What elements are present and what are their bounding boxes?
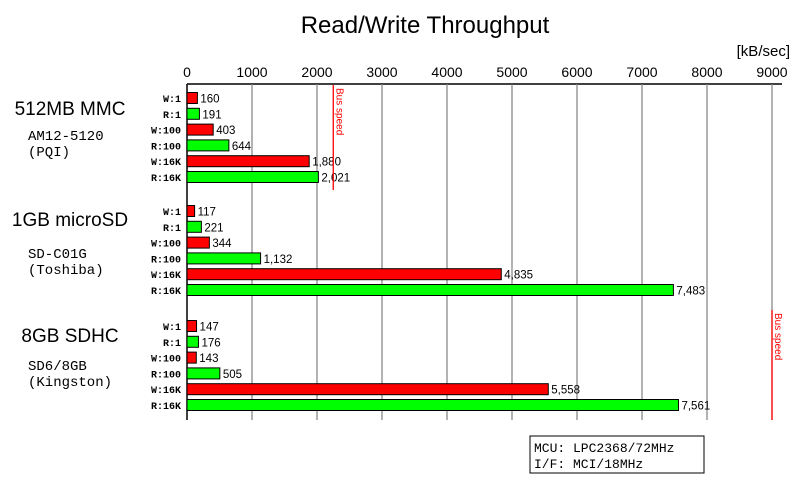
bar-write bbox=[186, 92, 198, 104]
x-tick-label: 6000 bbox=[561, 64, 592, 80]
group-name: 512MB MMC bbox=[15, 99, 126, 120]
bus-speed-label: Bus speed bbox=[333, 88, 344, 135]
x-tick-label: 1000 bbox=[236, 64, 267, 80]
bar-value-label: 344 bbox=[212, 238, 232, 250]
bar-category-label: W:16K bbox=[151, 386, 181, 397]
bar-category-label: W:1 bbox=[163, 208, 181, 219]
bar-value-label: 1,880 bbox=[312, 157, 341, 169]
bar-write bbox=[186, 155, 310, 168]
bar-value-label: 7,483 bbox=[676, 286, 705, 298]
bar-read bbox=[186, 252, 262, 265]
group-model: SD-C01G bbox=[28, 247, 87, 263]
bar-value-label: 147 bbox=[200, 322, 219, 334]
bar-read bbox=[186, 335, 199, 348]
bar-value-label: 160 bbox=[200, 94, 219, 106]
group-name: 1GB microSD bbox=[12, 210, 128, 231]
bar-value-label: 7,561 bbox=[681, 401, 710, 413]
bar-write bbox=[186, 236, 210, 249]
chart-title: Read/Write Throughput bbox=[301, 12, 550, 39]
bar-write bbox=[186, 268, 502, 281]
bar-value-label: 117 bbox=[198, 207, 216, 219]
bar-category-label: W:1 bbox=[163, 323, 181, 334]
bar-category-label: R:100 bbox=[151, 255, 181, 266]
bar-write bbox=[186, 123, 214, 136]
bar-value-label: 221 bbox=[204, 222, 223, 234]
bar-value-label: 143 bbox=[199, 353, 218, 365]
bar-category-label: R:100 bbox=[151, 370, 181, 381]
bar-read bbox=[186, 399, 679, 411]
bar-category-label: W:100 bbox=[151, 240, 181, 251]
bar-write bbox=[186, 205, 196, 217]
bar-category-label: R:100 bbox=[151, 142, 181, 153]
bar-value-label: 644 bbox=[232, 141, 252, 153]
bar-category-label: R:1 bbox=[163, 111, 181, 122]
x-tick-label: 7000 bbox=[626, 64, 657, 80]
unit-label: [kB/sec] bbox=[737, 43, 790, 60]
bar-read bbox=[186, 139, 230, 152]
bar-value-label: 5,558 bbox=[551, 385, 580, 397]
group-0: 512MB MMC AM12-5120(PQI) bbox=[15, 99, 126, 161]
annotation-line-2: I/F: MCI/18MHz bbox=[534, 457, 643, 472]
bar-value-label: 505 bbox=[223, 369, 242, 381]
bar-read bbox=[186, 107, 200, 120]
bar-category-label: R:16K bbox=[151, 287, 181, 298]
bar-value-label: 403 bbox=[216, 125, 235, 137]
bar-read bbox=[186, 367, 221, 380]
group-2: 8GB SDHC SD6/8GB(Kingston) bbox=[21, 326, 118, 391]
bar-category-label: W:100 bbox=[151, 355, 181, 366]
bar-read bbox=[186, 284, 674, 296]
bar-category-label: R:1 bbox=[163, 224, 181, 235]
x-tick-label: 9000 bbox=[756, 64, 787, 80]
bar-value-label: 191 bbox=[202, 109, 221, 121]
x-tick-label: 4000 bbox=[431, 64, 462, 80]
group-vendor: (Toshiba) bbox=[28, 263, 104, 279]
group-vendor: (PQI) bbox=[28, 145, 70, 161]
group-model: AM12-5120 bbox=[28, 129, 104, 145]
bar-category-label: R:16K bbox=[151, 174, 181, 185]
bar-value-label: 176 bbox=[201, 337, 220, 349]
bar-write bbox=[186, 351, 197, 364]
bar-read bbox=[186, 220, 202, 233]
bar-category-label: W:16K bbox=[151, 158, 181, 169]
bar-write bbox=[186, 383, 549, 396]
bar-read bbox=[186, 171, 319, 183]
bus-speed-label: Bus speed bbox=[772, 313, 783, 360]
bar-value-label: 1,132 bbox=[264, 254, 293, 266]
annotation-line-1: MCU: LPC2368/72MHz bbox=[534, 441, 674, 456]
group-model: SD6/8GB bbox=[28, 359, 87, 375]
x-tick-label: 2000 bbox=[301, 64, 332, 80]
x-tick-label: 5000 bbox=[496, 64, 527, 80]
annotation-box: MCU: LPC2368/72MHz I/F: MCI/18MHz bbox=[529, 435, 705, 474]
bar-category-label: R:16K bbox=[151, 402, 181, 413]
bar-value-label: 4,835 bbox=[504, 270, 533, 282]
group-vendor: (Kingston) bbox=[28, 375, 112, 391]
bar-category-label: W:16K bbox=[151, 271, 181, 282]
x-tick-label: 8000 bbox=[691, 64, 722, 80]
x-tick-label: 0 bbox=[183, 64, 191, 80]
bar-category-label: W:100 bbox=[151, 127, 181, 138]
group-name: 8GB SDHC bbox=[21, 326, 118, 347]
bar-value-label: 2,021 bbox=[321, 173, 350, 185]
group-1: 1GB microSD SD-C01G(Toshiba) bbox=[12, 210, 128, 279]
bar-category-label: R:1 bbox=[163, 339, 181, 350]
bar-write bbox=[186, 320, 198, 332]
bar-category-label: W:1 bbox=[163, 95, 181, 106]
x-tick-label: 3000 bbox=[366, 64, 397, 80]
